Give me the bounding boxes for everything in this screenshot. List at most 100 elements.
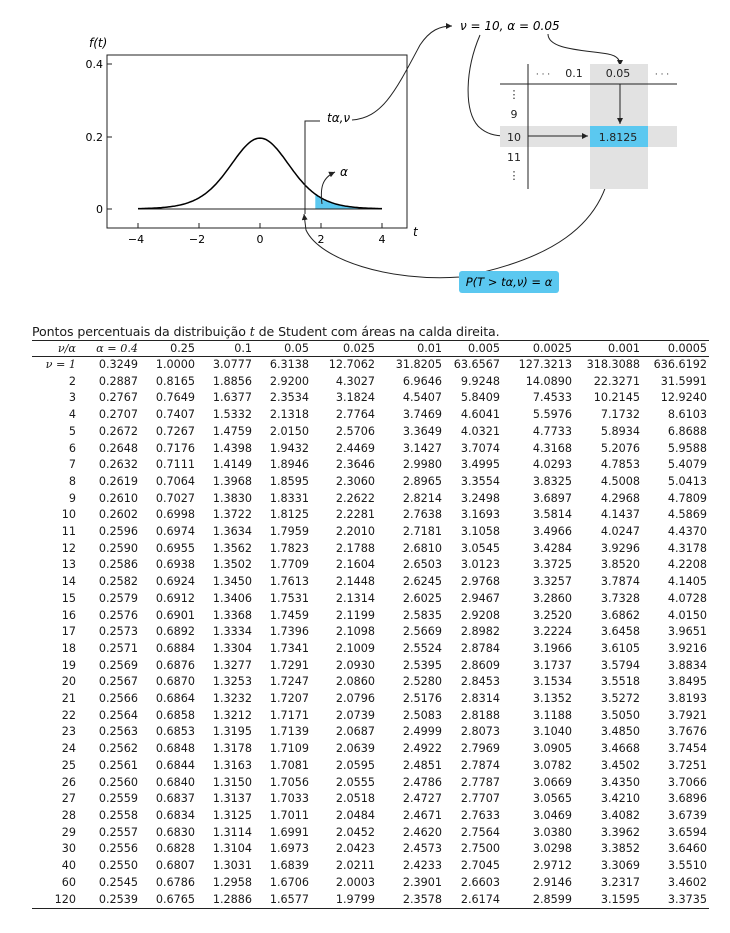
value-cell: 5.8409 <box>460 391 500 405</box>
value-cell: 2.4671 <box>402 808 442 822</box>
nu-cell: 10 <box>61 508 76 522</box>
nu-cell: 29 <box>61 825 76 839</box>
value-cell: 3.8834 <box>667 658 707 672</box>
value-cell: 3.6460 <box>667 842 707 856</box>
value-cell: 2.8214 <box>402 491 442 505</box>
value-cell: 2.5669 <box>402 625 442 639</box>
value-cell: 1.7959 <box>269 525 309 539</box>
value-cell: 3.3069 <box>600 859 640 873</box>
value-cell: 1.7823 <box>269 541 309 555</box>
value-cell: 3.8193 <box>667 692 707 706</box>
value-cell: 2.5083 <box>402 708 442 722</box>
nu-cell: 120 <box>32 891 82 910</box>
value-cell: 2.5176 <box>402 692 442 706</box>
value-cell: 3.2520 <box>532 608 572 622</box>
value-cell: 0.6998 <box>155 508 195 522</box>
mini-value: 1.8125 <box>599 131 638 144</box>
value-cell: 2.1314 <box>335 591 375 605</box>
value-cell: 1.3150 <box>212 775 252 789</box>
nu-cell: 28 <box>61 808 76 822</box>
table-row: 20 0.2567 0.6870 1.3253 1.7247 2.0860 2.5280 2.… <box>32 674 709 691</box>
value-cell: 2.0555 <box>335 775 375 789</box>
value-cell: 3.8495 <box>667 675 707 689</box>
value-cell: 0.2566 <box>98 692 138 706</box>
value-cell: 2.0518 <box>335 792 375 806</box>
table-row: 3 0.2767 0.7649 1.6377 2.3534 3.1824 4.5407 5.8… <box>32 390 709 407</box>
x-ticks: −4 −2 0 2 4 <box>128 223 386 246</box>
mini-row-header: ⋮ <box>509 88 520 101</box>
value-cell: 2.1009 <box>335 641 375 655</box>
value-cell: 3.0669 <box>532 775 572 789</box>
value-cell: 2.6174 <box>444 891 502 910</box>
value-cell: 3.7874 <box>600 575 640 589</box>
value-cell: 2.5524 <box>402 641 442 655</box>
table-row: 27 0.2559 0.6837 1.3137 1.7033 2.0518 2.4727 2.… <box>32 791 709 808</box>
value-cell: 2.3578 <box>377 891 444 910</box>
nu-cell: 22 <box>61 708 76 722</box>
value-cell: 4.0293 <box>532 458 572 472</box>
value-cell: 4.1437 <box>600 508 640 522</box>
value-cell: 2.9208 <box>460 608 500 622</box>
value-cell: 0.2767 <box>98 391 138 405</box>
value-cell: 2.8784 <box>460 641 500 655</box>
value-cell: 2.4620 <box>402 825 442 839</box>
value-cell: 4.0321 <box>460 424 500 438</box>
value-cell: 4.5869 <box>667 508 707 522</box>
table-row: 11 0.2596 0.6974 1.3634 1.7959 2.2010 2.7181 3.… <box>32 524 709 541</box>
value-cell: 0.2558 <box>98 808 138 822</box>
value-cell: 5.8934 <box>600 424 640 438</box>
value-cell: 2.7638 <box>402 508 442 522</box>
value-cell: 4.5407 <box>402 391 442 405</box>
alpha-header: 0.005 <box>444 340 502 357</box>
value-cell: 3.0545 <box>460 541 500 555</box>
value-cell: 3.4850 <box>600 725 640 739</box>
value-cell: 3.0123 <box>460 558 500 572</box>
value-cell: 3.3554 <box>460 474 500 488</box>
t-label: tα,ν <box>327 111 350 125</box>
value-cell: 2.0860 <box>335 675 375 689</box>
mini-col-header: · · · <box>655 70 669 80</box>
value-cell: 3.5510 <box>667 859 707 873</box>
value-cell: 2.0739 <box>335 708 375 722</box>
value-cell: 1.3253 <box>212 675 252 689</box>
value-cell: 3.8325 <box>532 474 572 488</box>
nu-cell: 20 <box>61 675 76 689</box>
value-cell: 6.9646 <box>402 374 442 388</box>
value-cell: 3.5794 <box>600 658 640 672</box>
x-axis-label: t <box>413 225 419 239</box>
nu-cell: 13 <box>61 558 76 572</box>
value-cell: 1.4149 <box>212 458 252 472</box>
value-cell: 7.4533 <box>532 391 572 405</box>
value-cell: 0.2586 <box>98 558 138 572</box>
value-cell: 2.8314 <box>460 692 500 706</box>
table-row: 22 0.2564 0.6858 1.3212 1.7171 2.0739 2.5083 2.… <box>32 708 709 725</box>
value-cell: 3.7328 <box>600 591 640 605</box>
value-cell: 0.6901 <box>155 608 195 622</box>
value-cell: 0.2561 <box>98 758 138 772</box>
table-row: 12 0.2590 0.6955 1.3562 1.7823 2.1788 2.6810 3.… <box>32 541 709 558</box>
alpha-header: 0.05 <box>254 340 311 357</box>
value-cell: 3.7676 <box>667 725 707 739</box>
mini-lookup-table: · · · 0.1 0.05 · · · ⋮ 9 10 11 ⋮ 1.8125 <box>500 64 677 189</box>
value-cell: 0.7267 <box>155 424 195 438</box>
value-cell: 3.0469 <box>532 808 572 822</box>
value-cell: 0.8165 <box>155 374 195 388</box>
t-distribution-figure: 0.4 0.2 0 f(t) −4 −2 0 2 4 t tα,ν α ν = … <box>86 19 677 293</box>
value-cell: 6.8688 <box>667 424 707 438</box>
mini-row-header: 10 <box>507 131 521 144</box>
table-row: 15 0.2579 0.6912 1.3406 1.7531 2.1314 2.6025 2.… <box>32 591 709 608</box>
value-cell: 3.8520 <box>600 558 640 572</box>
value-cell: 1.8331 <box>269 491 309 505</box>
value-cell: 3.3852 <box>600 842 640 856</box>
connector-t-to-params <box>351 23 453 121</box>
value-cell: 3.1693 <box>460 508 500 522</box>
mini-col-header: 0.1 <box>565 67 583 80</box>
value-cell: 1.7056 <box>269 775 309 789</box>
value-cell: 1.3722 <box>212 508 252 522</box>
value-cell: 5.4079 <box>667 458 707 472</box>
value-cell: 0.2556 <box>98 842 138 856</box>
value-cell: 1.6377 <box>212 391 252 405</box>
value-cell: 0.2596 <box>98 525 138 539</box>
value-cell: 1.3304 <box>212 641 252 655</box>
nu-cell: 40 <box>61 859 76 873</box>
